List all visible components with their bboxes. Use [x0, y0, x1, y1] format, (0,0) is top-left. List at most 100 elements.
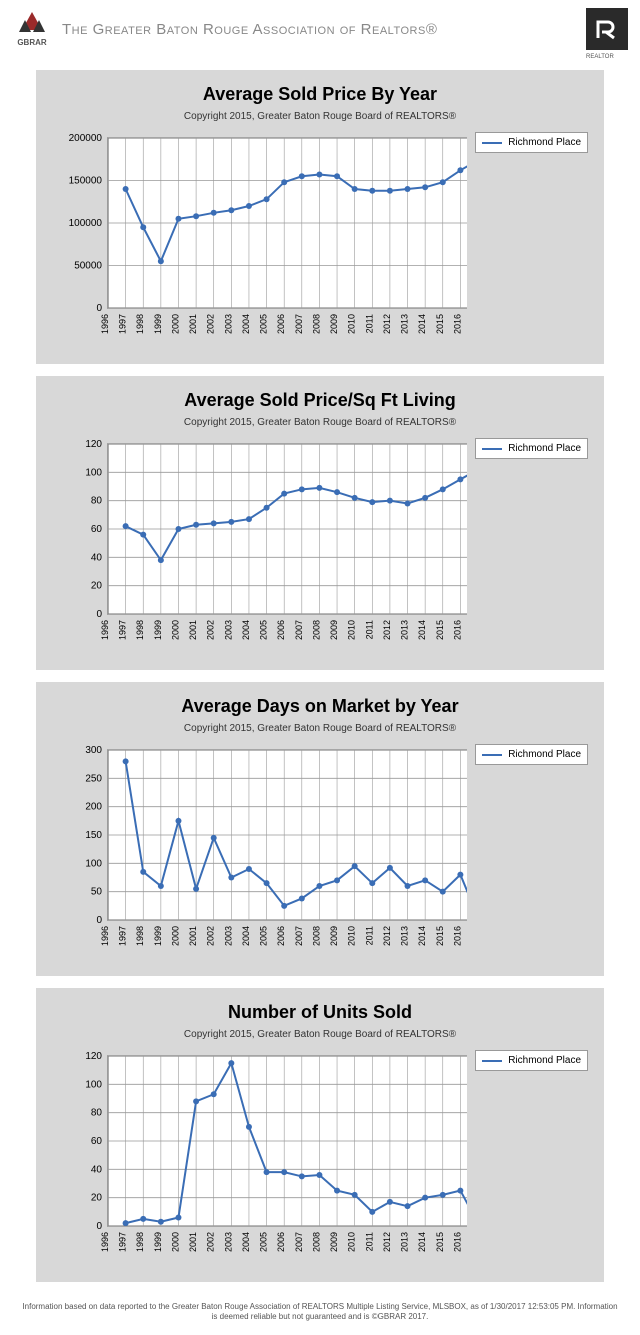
svg-text:300: 300	[85, 745, 102, 756]
svg-text:2012: 2012	[382, 620, 392, 640]
svg-text:2003: 2003	[223, 1232, 233, 1252]
chart-subtitle: Copyright 2015, Greater Baton Rouge Boar…	[52, 1029, 588, 1040]
svg-text:1996: 1996	[100, 314, 110, 334]
svg-text:20: 20	[91, 1193, 103, 1204]
svg-text:1998: 1998	[135, 620, 145, 640]
svg-text:2010: 2010	[347, 1232, 357, 1252]
gbrar-logo: GBRAR	[12, 9, 52, 49]
svg-text:2016: 2016	[452, 620, 462, 640]
svg-text:1996: 1996	[100, 1232, 110, 1252]
svg-text:2001: 2001	[188, 926, 198, 946]
svg-text:200: 200	[85, 802, 102, 813]
chart-svg: 0204060801001201996199719981999200020012…	[52, 438, 467, 652]
chart-panel: Average Days on Market by YearCopyright …	[36, 682, 604, 976]
svg-text:2008: 2008	[311, 926, 321, 946]
svg-text:150: 150	[85, 830, 102, 841]
chart-title: Number of Units Sold	[52, 1002, 588, 1023]
svg-text:20: 20	[91, 581, 103, 592]
svg-text:2013: 2013	[400, 1232, 410, 1252]
svg-text:0: 0	[96, 609, 102, 620]
svg-text:2011: 2011	[364, 1232, 374, 1251]
legend-swatch	[482, 1060, 502, 1062]
svg-text:1996: 1996	[100, 926, 110, 946]
svg-text:2008: 2008	[311, 314, 321, 334]
legend-label: Richmond Place	[508, 749, 581, 760]
svg-text:1998: 1998	[135, 926, 145, 946]
svg-text:2010: 2010	[347, 620, 357, 640]
svg-text:2016: 2016	[452, 926, 462, 946]
svg-text:1998: 1998	[135, 314, 145, 334]
svg-text:2014: 2014	[417, 1232, 427, 1252]
svg-text:100: 100	[85, 467, 102, 478]
svg-text:0: 0	[96, 915, 102, 926]
svg-text:2010: 2010	[347, 926, 357, 946]
svg-text:2001: 2001	[188, 314, 198, 334]
svg-text:2001: 2001	[188, 620, 198, 640]
chart-panel: Average Sold Price By YearCopyright 2015…	[36, 70, 604, 364]
svg-text:2003: 2003	[223, 620, 233, 640]
svg-text:40: 40	[91, 552, 103, 563]
svg-text:60: 60	[91, 1136, 103, 1147]
legend-label: Richmond Place	[508, 443, 581, 454]
svg-text:1997: 1997	[118, 314, 128, 334]
svg-text:2002: 2002	[206, 926, 216, 946]
realtor-logo	[586, 8, 628, 50]
chart-legend: Richmond Place	[475, 132, 588, 153]
svg-text:1998: 1998	[135, 1232, 145, 1252]
charts-container: Average Sold Price By YearCopyright 2015…	[0, 70, 640, 1282]
svg-text:50000: 50000	[74, 261, 102, 272]
svg-text:2003: 2003	[223, 314, 233, 334]
svg-text:100000: 100000	[69, 218, 103, 229]
svg-text:1997: 1997	[118, 926, 128, 946]
svg-text:2013: 2013	[400, 620, 410, 640]
svg-text:0: 0	[96, 303, 102, 314]
svg-text:2007: 2007	[294, 1232, 304, 1252]
chart-panel: Average Sold Price/Sq Ft LivingCopyright…	[36, 376, 604, 670]
svg-text:1999: 1999	[153, 314, 163, 334]
chart-legend: Richmond Place	[475, 1050, 588, 1071]
svg-text:2000: 2000	[170, 926, 180, 946]
chart-title: Average Sold Price/Sq Ft Living	[52, 390, 588, 411]
svg-text:60: 60	[91, 524, 103, 535]
svg-text:2002: 2002	[206, 620, 216, 640]
svg-text:2012: 2012	[382, 1232, 392, 1252]
svg-text:80: 80	[91, 496, 103, 507]
svg-text:250: 250	[85, 773, 102, 784]
svg-text:2015: 2015	[435, 1232, 445, 1252]
svg-text:2008: 2008	[311, 620, 321, 640]
svg-text:2015: 2015	[435, 314, 445, 334]
svg-text:1999: 1999	[153, 620, 163, 640]
header-title: The Greater Baton Rouge Association of R…	[62, 21, 576, 38]
chart-legend: Richmond Place	[475, 438, 588, 459]
svg-text:2007: 2007	[294, 926, 304, 946]
svg-text:2014: 2014	[417, 926, 427, 946]
footer-text: Information based on data reported to th…	[0, 1294, 640, 1335]
svg-text:200000: 200000	[69, 133, 103, 144]
chart-title: Average Days on Market by Year	[52, 696, 588, 717]
svg-text:1996: 1996	[100, 620, 110, 640]
svg-text:40: 40	[91, 1164, 103, 1175]
svg-text:2009: 2009	[329, 926, 339, 946]
svg-text:1997: 1997	[118, 620, 128, 640]
svg-text:100: 100	[85, 1079, 102, 1090]
chart-legend: Richmond Place	[475, 744, 588, 765]
gbrar-logo-text: GBRAR	[17, 38, 46, 47]
realtor-logo-text: REALTOR	[586, 54, 614, 60]
svg-text:2012: 2012	[382, 926, 392, 946]
svg-text:2005: 2005	[259, 926, 269, 946]
svg-text:2000: 2000	[170, 1232, 180, 1252]
svg-text:2011: 2011	[364, 926, 374, 945]
svg-text:2000: 2000	[170, 314, 180, 334]
svg-text:2002: 2002	[206, 1232, 216, 1252]
legend-label: Richmond Place	[508, 1055, 581, 1066]
svg-text:2005: 2005	[259, 1232, 269, 1252]
svg-text:50: 50	[91, 887, 103, 898]
chart-subtitle: Copyright 2015, Greater Baton Rouge Boar…	[52, 111, 588, 122]
svg-text:2002: 2002	[206, 314, 216, 334]
svg-text:1999: 1999	[153, 926, 163, 946]
svg-text:80: 80	[91, 1108, 103, 1119]
svg-text:2007: 2007	[294, 314, 304, 334]
chart-svg: 0501001502002503001996199719981999200020…	[52, 744, 467, 958]
svg-text:2015: 2015	[435, 620, 445, 640]
svg-text:2016: 2016	[452, 1232, 462, 1252]
